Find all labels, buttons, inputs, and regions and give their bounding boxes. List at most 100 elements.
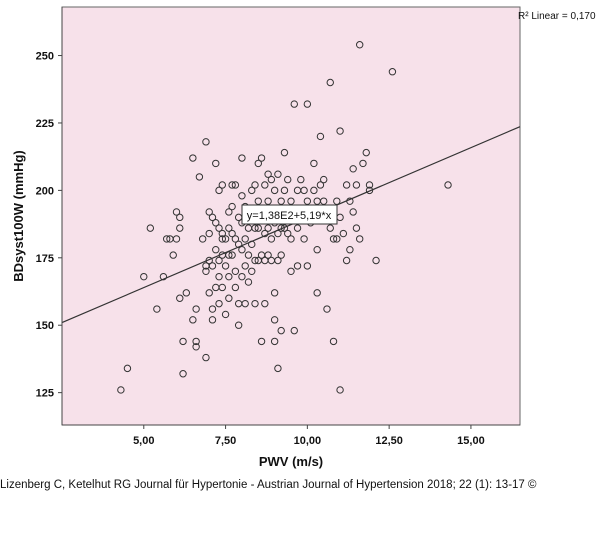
data-point — [362, 148, 370, 157]
x-axis-title: PWV (m/s) — [259, 454, 323, 469]
equation-box-frame — [241, 204, 338, 225]
data-point — [251, 299, 259, 308]
data-point — [241, 299, 249, 308]
data-point — [218, 181, 227, 189]
data-point — [261, 229, 269, 238]
x-tick-label: 15,00 — [457, 435, 485, 447]
data-point — [284, 175, 292, 184]
data-point — [280, 224, 289, 232]
data-point — [244, 251, 253, 259]
data-point — [205, 229, 213, 238]
data-point — [231, 235, 240, 243]
data-point — [176, 294, 184, 302]
data-point — [277, 326, 285, 335]
data-point — [277, 197, 285, 205]
data-point — [169, 251, 177, 259]
data-point — [349, 165, 357, 173]
data-point — [228, 181, 236, 189]
data-point — [212, 246, 220, 254]
data-point — [215, 272, 223, 281]
data-point — [215, 224, 223, 232]
data-point — [205, 208, 213, 216]
data-point — [251, 224, 259, 232]
data-point — [244, 278, 253, 286]
data-point — [326, 78, 334, 87]
data-point — [333, 197, 341, 205]
data-point — [225, 208, 233, 216]
y-tick-label: 200 — [36, 185, 54, 197]
data-point — [329, 235, 338, 243]
data-point — [300, 235, 308, 243]
data-point — [290, 326, 298, 335]
data-point — [336, 127, 344, 135]
data-point — [336, 386, 344, 394]
data-point — [264, 224, 272, 232]
data-point — [212, 219, 220, 227]
data-point — [225, 251, 233, 259]
data-point — [320, 197, 328, 205]
data-point — [290, 100, 298, 108]
data-point — [179, 370, 187, 378]
data-point — [176, 224, 184, 232]
data-point — [202, 353, 210, 362]
data-point — [212, 159, 220, 168]
data-point — [241, 235, 249, 243]
data-point — [215, 186, 223, 195]
data-point — [274, 229, 282, 238]
data-point — [198, 235, 207, 243]
data-point — [254, 159, 262, 168]
data-point — [257, 154, 266, 162]
data-point — [284, 229, 292, 238]
data-point — [339, 229, 348, 238]
data-point — [303, 100, 312, 108]
data-point — [254, 197, 262, 205]
y-tick-label: 225 — [36, 118, 54, 130]
data-point — [123, 364, 132, 373]
data-point — [359, 159, 367, 168]
data-point — [228, 202, 236, 211]
data-point — [356, 235, 364, 243]
data-point — [189, 316, 197, 324]
data-point — [248, 186, 256, 195]
data-point — [257, 337, 266, 346]
data-point — [280, 148, 289, 157]
data-point — [238, 272, 246, 281]
data-point — [208, 213, 217, 222]
x-tick-label: 12,50 — [375, 435, 403, 447]
data-point — [300, 186, 308, 195]
data-point — [264, 197, 272, 205]
data-point — [261, 299, 269, 308]
data-point — [225, 224, 233, 232]
data-point — [189, 154, 197, 162]
data-point — [303, 197, 312, 205]
data-point — [346, 246, 354, 254]
data-point — [218, 235, 227, 243]
data-point — [231, 267, 240, 275]
data-point — [388, 68, 397, 76]
data-point — [372, 256, 380, 265]
data-point — [153, 305, 161, 313]
y-axis-title: BDsyst100W (mmHg) — [11, 150, 26, 281]
data-point — [270, 316, 279, 324]
y-tick-label: 175 — [36, 253, 54, 265]
data-point — [241, 262, 249, 270]
data-point — [316, 181, 325, 189]
data-point — [287, 235, 295, 243]
x-tick-label: 5,00 — [133, 435, 154, 447]
data-point — [352, 224, 361, 232]
data-point — [195, 173, 204, 181]
data-point — [179, 337, 187, 346]
data-point — [238, 192, 246, 200]
data-point — [261, 181, 269, 189]
data-point — [221, 235, 230, 243]
data-point — [251, 256, 259, 265]
data-point — [202, 267, 210, 275]
data-point — [365, 181, 374, 189]
data-point — [287, 267, 295, 275]
data-point — [270, 337, 279, 346]
data-point — [310, 159, 318, 168]
data-point — [267, 175, 276, 184]
data-point — [264, 251, 272, 259]
data-point — [310, 186, 318, 195]
data-point — [444, 181, 452, 189]
